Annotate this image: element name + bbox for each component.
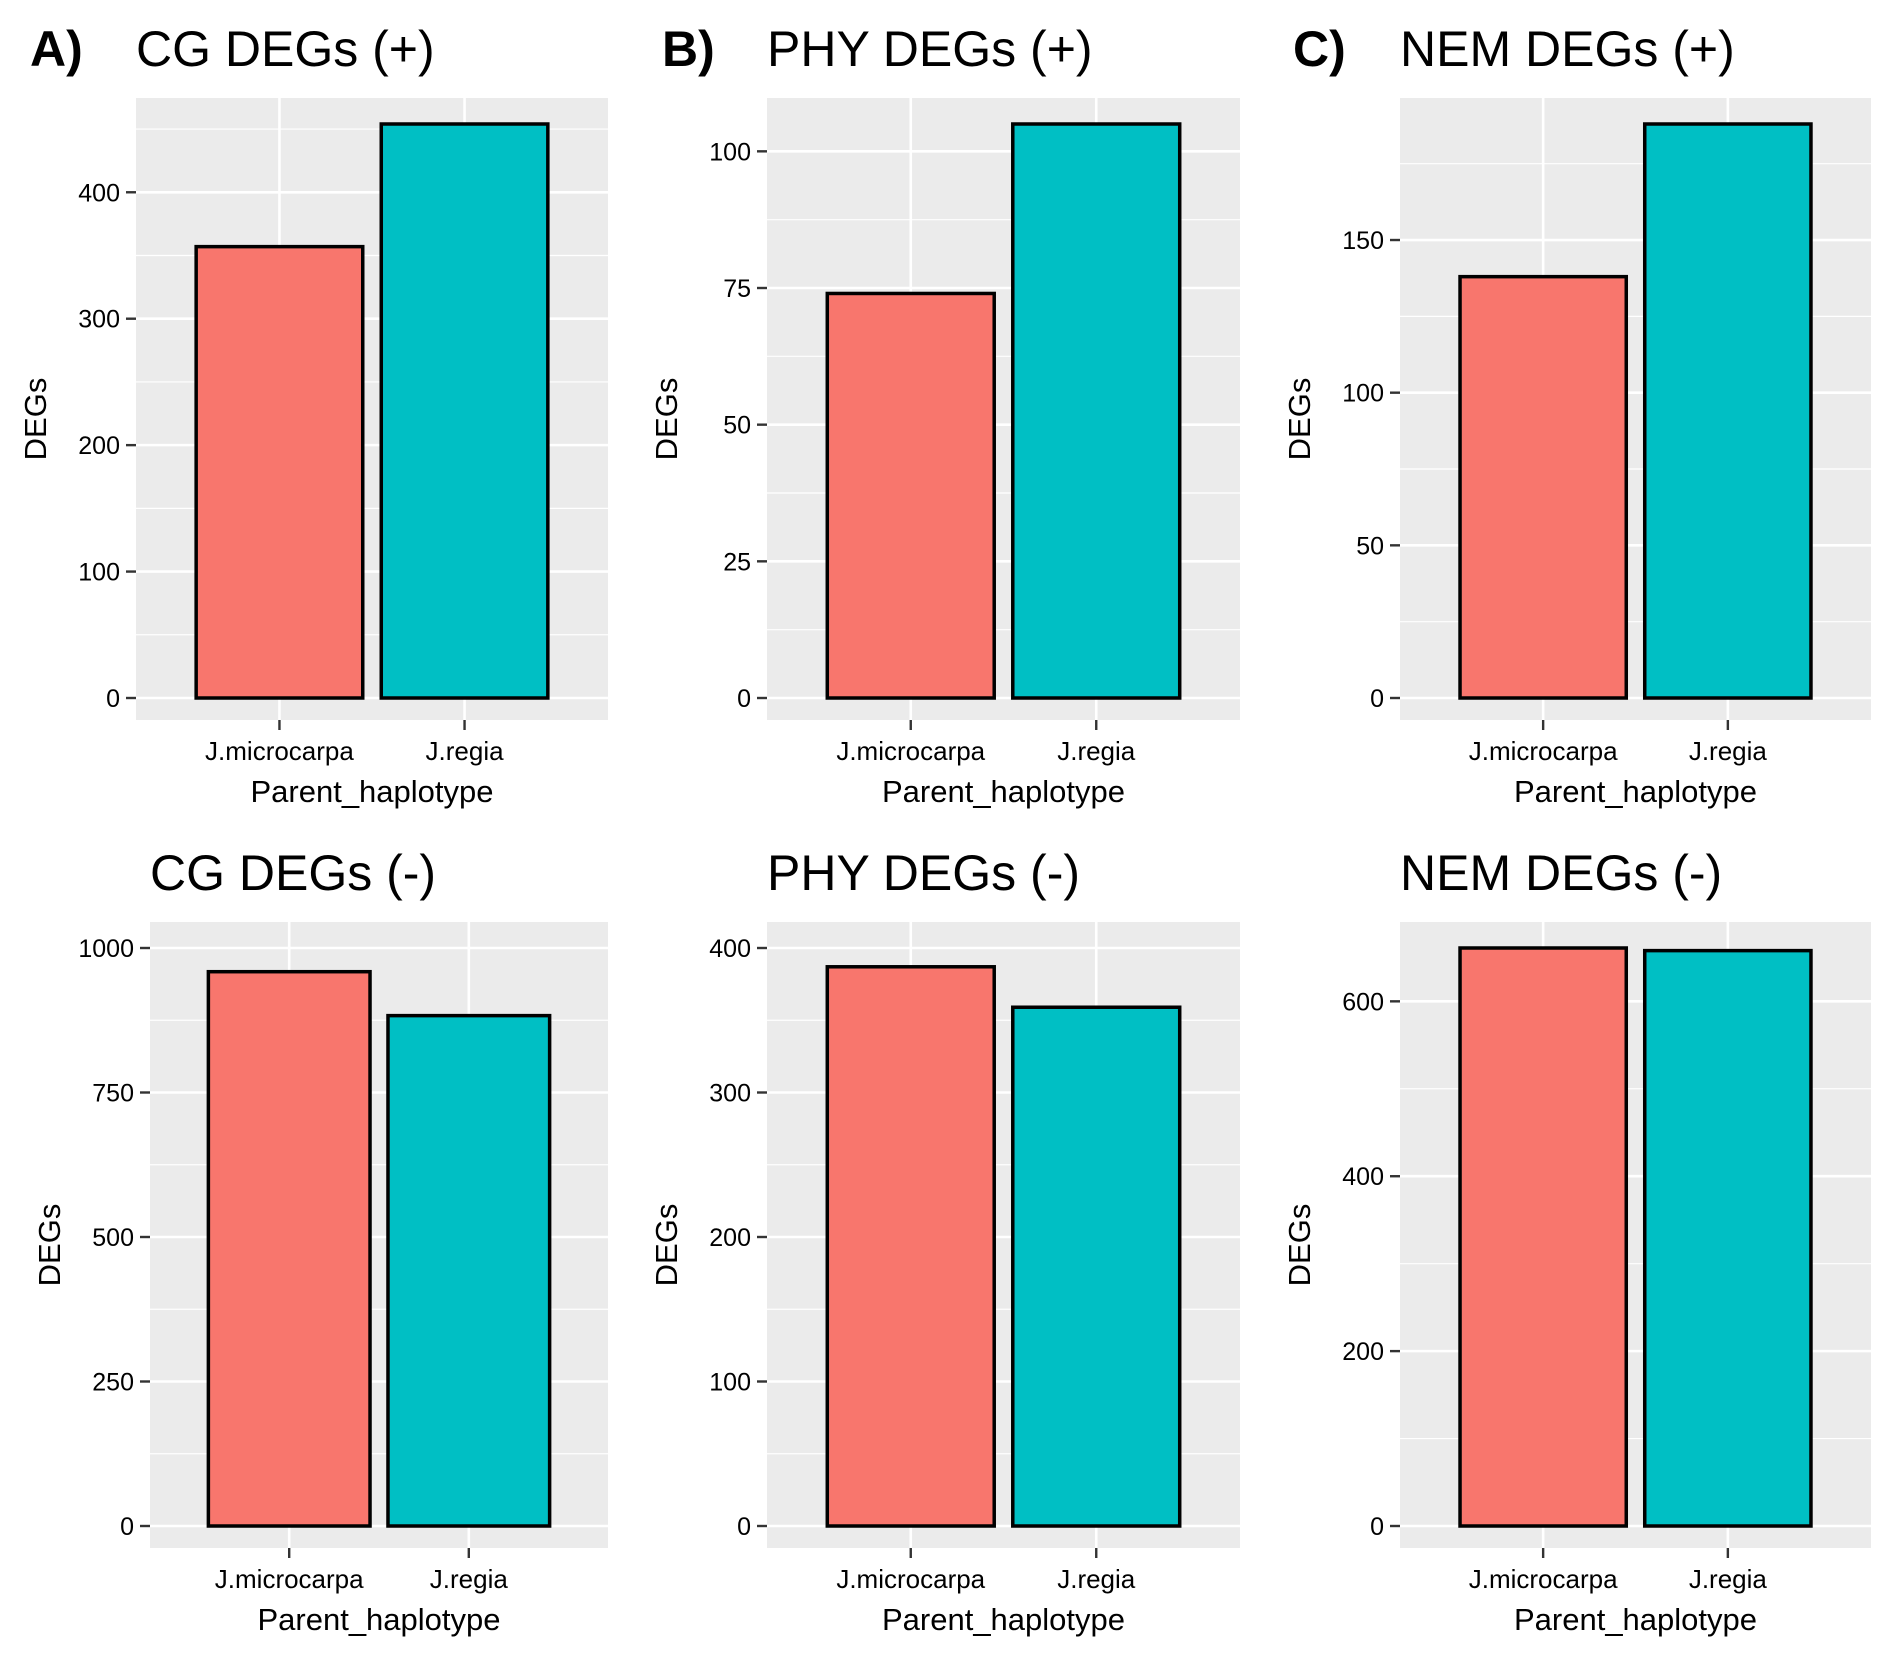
x-tick-label: J.regia — [1689, 1564, 1768, 1594]
y-axis-title: DEGs — [649, 1204, 684, 1287]
chart-panel: 0 50 100 150 J.microcarpa J.regia Parent_haplo… — [1282, 21, 1871, 809]
y-tick-label: 300 — [78, 306, 120, 334]
x-axis-title: Parent_haplotype — [1514, 1602, 1757, 1637]
y-tick-label: 400 — [78, 179, 120, 207]
y-axis-title: DEGs — [649, 378, 684, 461]
bar-j-microcarpa — [194, 244, 365, 700]
chart-title: NEM DEGs (-) — [1400, 845, 1722, 901]
bar-j-microcarpa — [1458, 274, 1629, 700]
y-tick-label: 0 — [1370, 1513, 1384, 1541]
y-tick-label: 100 — [709, 138, 751, 166]
y-axis-title: DEGs — [1282, 378, 1317, 461]
y-tick-label: 0 — [120, 1513, 134, 1541]
x-axis-title: Parent_haplotype — [250, 774, 493, 809]
y-axis-title: DEGs — [32, 1204, 67, 1287]
panel-letter: B) — [662, 21, 715, 77]
x-axis-title: Parent_haplotype — [882, 774, 1125, 809]
bar-j-microcarpa — [1458, 946, 1629, 1528]
y-tick-label: 200 — [1342, 1338, 1384, 1366]
x-axis-title: Parent_haplotype — [257, 1602, 500, 1637]
x-tick-label: J.regia — [1689, 736, 1768, 766]
y-tick-label: 0 — [737, 1513, 751, 1541]
x-tick-label: J.microcarpa — [205, 736, 354, 766]
chart-panel: 0 200 400 600 J.microcarpa J.regia Parent_hapl… — [1282, 845, 1871, 1637]
y-tick-label: 250 — [92, 1369, 134, 1397]
chart-panel: 0 25 50 75 100 J.microcarpa J.regia Parent_hapl… — [649, 21, 1240, 809]
y-tick-label: 0 — [1370, 685, 1384, 713]
bar-j-regia — [1011, 1005, 1182, 1528]
panel-letter: C) — [1293, 21, 1346, 77]
chart-title: NEM DEGs (+) — [1400, 21, 1735, 77]
y-tick-label: 400 — [709, 935, 751, 963]
x-tick-label: J.microcarpa — [1469, 736, 1618, 766]
chart-title: CG DEGs (-) — [150, 845, 436, 901]
x-tick-label: J.regia — [430, 1564, 509, 1594]
chart-title: PHY DEGs (-) — [767, 845, 1080, 901]
y-tick-label: 150 — [1342, 227, 1384, 255]
y-tick-label: 300 — [709, 1080, 751, 1108]
bar-j-microcarpa — [825, 291, 996, 700]
bar-j-microcarpa — [825, 965, 996, 1528]
x-tick-label: J.regia — [426, 736, 505, 766]
y-tick-label: 50 — [723, 412, 751, 440]
y-axis-title: DEGs — [18, 378, 53, 461]
x-tick-label: J.microcarpa — [836, 1564, 985, 1594]
y-axis-title: DEGs — [1282, 1204, 1317, 1287]
bar-j-regia — [1642, 948, 1813, 1528]
y-tick-label: 100 — [1342, 380, 1384, 408]
y-tick-label: 50 — [1356, 532, 1384, 560]
panel-letter: A) — [30, 21, 83, 77]
bar-j-regia — [1642, 122, 1813, 700]
chart-panel: 0 100 200 300 400 J.microcarpa J.regia Parent_h… — [18, 21, 608, 809]
bar-j-regia — [386, 1013, 552, 1528]
y-tick-label: 1000 — [78, 935, 134, 963]
y-tick-label: 100 — [78, 559, 120, 587]
chart-title: CG DEGs (+) — [136, 21, 435, 77]
y-tick-label: 100 — [709, 1369, 751, 1397]
x-tick-label: J.regia — [1057, 736, 1136, 766]
x-tick-label: J.microcarpa — [836, 736, 985, 766]
x-tick-label: J.microcarpa — [1469, 1564, 1618, 1594]
chart-panel: 0 250 500 750 1000 J.microcarpa J.regia Parent_… — [32, 845, 608, 1637]
x-tick-label: J.microcarpa — [215, 1564, 364, 1594]
x-axis-title: Parent_haplotype — [1514, 774, 1757, 809]
x-tick-label: J.regia — [1057, 1564, 1136, 1594]
y-tick-label: 750 — [92, 1080, 134, 1108]
y-tick-label: 75 — [723, 275, 751, 303]
y-tick-label: 25 — [723, 548, 751, 576]
y-tick-label: 0 — [106, 685, 120, 713]
bar-j-regia — [1011, 122, 1182, 700]
y-tick-label: 600 — [1342, 988, 1384, 1016]
bar-j-regia — [379, 122, 550, 700]
chart-title: PHY DEGs (+) — [767, 21, 1093, 77]
y-tick-label: 200 — [78, 432, 120, 460]
chart-panel: 0 100 200 300 400 J.microcarpa J.regia Parent_h… — [649, 845, 1240, 1637]
y-tick-label: 200 — [709, 1224, 751, 1252]
x-axis-title: Parent_haplotype — [882, 1602, 1125, 1637]
y-tick-label: 0 — [737, 685, 751, 713]
bar-j-microcarpa — [206, 969, 372, 1528]
y-tick-label: 400 — [1342, 1163, 1384, 1191]
y-tick-label: 500 — [92, 1224, 134, 1252]
